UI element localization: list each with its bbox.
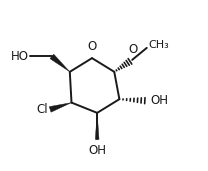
Polygon shape <box>50 54 70 72</box>
Text: Cl: Cl <box>36 103 48 116</box>
Polygon shape <box>49 103 72 112</box>
Text: OH: OH <box>151 94 168 107</box>
Text: HO: HO <box>10 50 28 63</box>
Text: OH: OH <box>88 144 106 157</box>
Text: CH₃: CH₃ <box>149 40 170 50</box>
Text: O: O <box>87 40 97 53</box>
Text: O: O <box>128 43 137 56</box>
Polygon shape <box>95 113 99 139</box>
